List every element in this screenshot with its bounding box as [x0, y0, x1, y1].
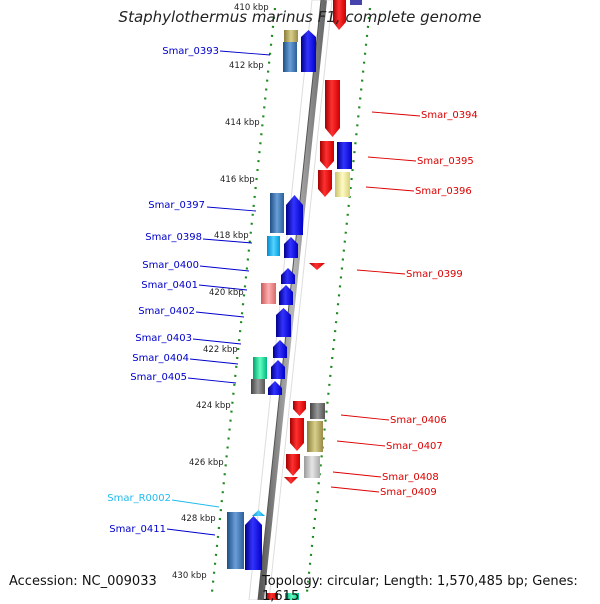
gene-partial-bottom-red — [266, 593, 278, 600]
gene-label-smar_0406[interactable]: Smar_0406 — [390, 415, 447, 426]
gene-smar_0404-arrow — [271, 360, 285, 379]
tick-label: 430 kbp — [172, 571, 207, 581]
gene-label-smar_0400[interactable]: Smar_0400 — [142, 260, 199, 271]
accession-text: Accession: NC_009033 — [9, 574, 157, 589]
gene-label-smar_0397[interactable]: Smar_0397 — [148, 200, 205, 211]
gene-label-smar_0402[interactable]: Smar_0402 — [138, 306, 195, 317]
gene-smar_0397-orthology — [270, 193, 284, 233]
gene-smar_0393-orthology — [283, 42, 297, 72]
gene-label-smar_r0002[interactable]: Smar_R0002 — [107, 493, 171, 504]
gene-label-smar_0394[interactable]: Smar_0394 — [421, 110, 478, 121]
gene-label-smar_0401[interactable]: Smar_0401 — [141, 280, 198, 291]
gene-smar_0411-orthology — [227, 512, 244, 569]
gene-partial-bottom-teal — [285, 593, 299, 600]
gene-smar_0395-arrow — [320, 141, 334, 169]
gene-labels: Smar_0393 Smar_0394 Smar_0395 Smar_0396 … — [107, 46, 478, 535]
gene-smar_0404-orthology — [253, 357, 267, 379]
gene-smar_0395-orthology — [337, 142, 352, 169]
gene-smar_0407-orthology — [307, 421, 323, 452]
gene-smar_0400-arrow — [281, 268, 295, 284]
gene-label-smar_0403[interactable]: Smar_0403 — [135, 333, 192, 344]
gene-smar_0393-orthology-top — [284, 30, 298, 42]
page-title: Staphylothermus marinus F1, complete gen… — [118, 8, 482, 26]
gene-label-smar_0405[interactable]: Smar_0405 — [130, 372, 187, 383]
gene-smar_0394-arrow — [325, 80, 340, 137]
gene-smar_0405-orthology — [251, 379, 265, 394]
gene-smar_r0002-arrow — [252, 510, 265, 516]
leader-lines — [166, 50, 421, 536]
gene-label-smar_0409[interactable]: Smar_0409 — [380, 487, 437, 498]
tick-label: 420 kbp — [209, 288, 244, 298]
tick-label: 410 kbp — [234, 3, 269, 13]
gene-label-smar_0393[interactable]: Smar_0393 — [162, 46, 219, 57]
gene-smar_0405-arrow — [268, 381, 282, 395]
gene-smar_0398-arrow — [284, 237, 298, 258]
gene-label-smar_0396[interactable]: Smar_0396 — [415, 186, 472, 197]
gene-smar_0398-orthology — [267, 236, 280, 256]
tick-label: 416 kbp — [220, 175, 255, 185]
tick-label: 412 kbp — [229, 61, 264, 71]
gene-partial-top-red — [333, 0, 346, 30]
tick-label: 428 kbp — [181, 514, 216, 524]
gene-smar_0411-arrow — [245, 516, 262, 570]
tick-label: 426 kbp — [189, 458, 224, 468]
gene-smar_0406-orthology — [310, 403, 325, 419]
gene-smar_0402-arrow — [276, 308, 291, 337]
gene-label-smar_0407[interactable]: Smar_0407 — [386, 441, 443, 452]
gene-label-smar_0398[interactable]: Smar_0398 — [145, 232, 202, 243]
gene-smar_0393-arrow — [301, 30, 316, 72]
gene-smar_0408-orthology — [304, 456, 320, 478]
gene-smar_0409-arrow — [284, 477, 298, 484]
gene-smar_0396-orthology — [335, 172, 350, 197]
gene-label-smar_0395[interactable]: Smar_0395 — [417, 156, 474, 167]
gene-label-smar_0411[interactable]: Smar_0411 — [109, 524, 166, 535]
kbp-tick-labels: 410 kbp 412 kbp 414 kbp 416 kbp 418 kbp … — [172, 3, 269, 581]
tick-label: 418 kbp — [214, 231, 249, 241]
gene-smar_0401-arrow — [279, 285, 293, 305]
gene-smar_0407-arrow — [290, 418, 304, 451]
gene-smar_0406-arrow — [293, 401, 306, 416]
gene-label-smar_0408[interactable]: Smar_0408 — [382, 472, 439, 483]
gene-partial-top-purple — [350, 0, 362, 5]
gene-label-smar_0399[interactable]: Smar_0399 — [406, 269, 463, 280]
gene-smar_0403-arrow — [273, 340, 287, 358]
gene-smar_0397-arrow — [286, 195, 303, 235]
tick-label: 414 kbp — [225, 118, 260, 128]
tick-label: 422 kbp — [203, 345, 238, 355]
gene-smar_0401-orthology — [261, 283, 276, 304]
gene-smar_0399-arrow — [309, 263, 325, 270]
tick-label: 424 kbp — [196, 401, 231, 411]
gene-label-smar_0404[interactable]: Smar_0404 — [132, 353, 189, 364]
gene-smar_0408-arrow — [286, 454, 300, 476]
gene-smar_0396-arrow — [318, 170, 332, 197]
